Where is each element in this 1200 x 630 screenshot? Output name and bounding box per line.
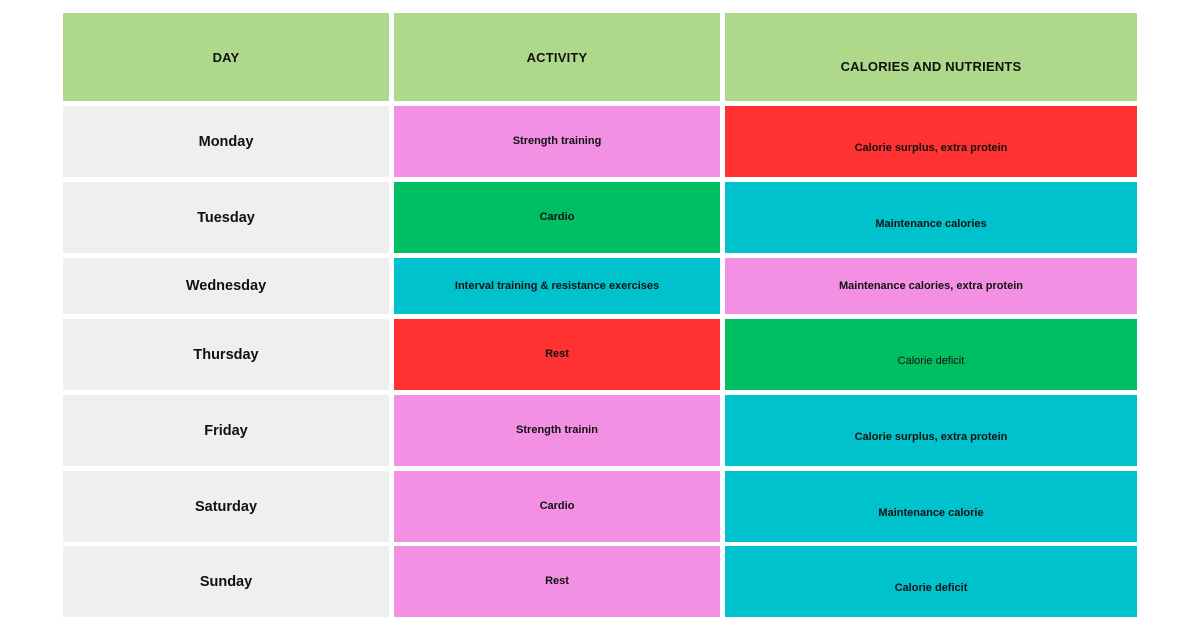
day-cell: Saturday [63,471,389,542]
day-cell: Monday [63,106,389,177]
header-day: DAY [63,13,389,101]
activity-cell: Cardio [394,182,720,253]
day-cell: Friday [63,395,389,466]
activity-cell: Rest [394,319,720,390]
activity-cell: Cardio [394,471,720,542]
nutrients-cell: Maintenance calories, extra protein [725,258,1137,314]
activity-cell: Rest [394,546,720,617]
nutrients-cell: Maintenance calorie [725,471,1137,542]
nutrients-cell: Maintenance calories [725,182,1137,253]
header-nutrients: CALORIES AND NUTRIENTS [725,13,1137,101]
nutrients-cell: Calorie surplus, extra protein [725,106,1137,177]
activity-cell: Interval training & resistance exercises [394,258,720,314]
day-cell: Wednesday [63,258,389,314]
activity-cell: Strength training [394,106,720,177]
header-activity: ACTIVITY [394,13,720,101]
day-cell: Sunday [63,546,389,617]
nutrients-cell: Calorie deficit [725,546,1137,617]
nutrients-cell: Calorie deficit [725,319,1137,390]
activity-cell: Strength trainin [394,395,720,466]
day-cell: Tuesday [63,182,389,253]
nutrients-cell: Calorie surplus, extra protein [725,395,1137,466]
day-cell: Thursday [63,319,389,390]
